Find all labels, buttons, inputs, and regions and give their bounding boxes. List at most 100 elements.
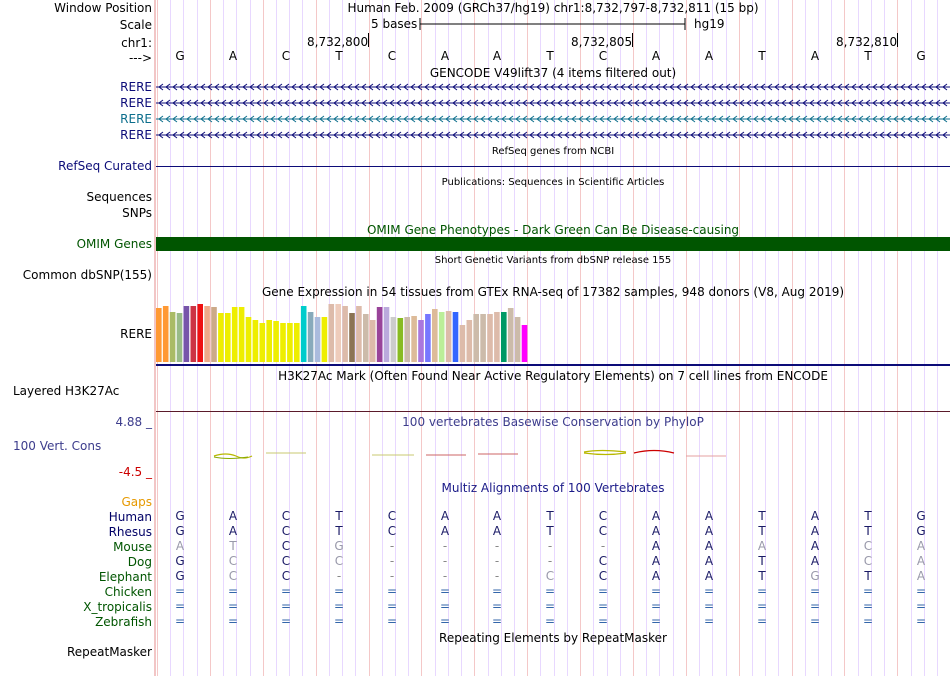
gtex-tissue-bar[interactable] xyxy=(356,306,362,362)
gaps-label[interactable]: Gaps xyxy=(121,495,152,509)
gtex-gene-label[interactable]: RERE xyxy=(120,327,152,341)
gtex-tissue-bar[interactable] xyxy=(494,312,500,362)
gtex-tissue-bar[interactable] xyxy=(238,307,245,362)
gtex-tissue-bar[interactable] xyxy=(273,321,279,362)
gencode-transcript-label[interactable]: RERE xyxy=(120,128,152,142)
omim-gene-block[interactable] xyxy=(156,237,950,251)
gtex-tissue-bar[interactable] xyxy=(287,323,293,362)
gtex-tissue-bar[interactable] xyxy=(183,306,190,362)
sequences-label[interactable]: Sequences xyxy=(86,190,152,204)
species-label[interactable]: Chicken xyxy=(104,585,152,599)
gtex-tissue-bar[interactable] xyxy=(425,314,431,362)
gtex-tissue-bar[interactable] xyxy=(335,304,341,362)
species-label[interactable]: Zebrafish xyxy=(95,615,152,629)
gtex-tissue-bar[interactable] xyxy=(418,320,424,362)
species-label[interactable]: Rhesus xyxy=(108,525,152,539)
gtex-tissue-bar[interactable] xyxy=(156,308,162,362)
gtex-tissue-bar[interactable] xyxy=(404,317,410,362)
gtex-title[interactable]: Gene Expression in 54 tissues from GTEx … xyxy=(261,285,845,299)
gtex-tissue-bar[interactable] xyxy=(280,323,286,362)
gencode-transcript-line[interactable] xyxy=(156,129,950,141)
gtex-tissue-bar[interactable] xyxy=(328,304,335,362)
gtex-tissue-bar[interactable] xyxy=(411,316,417,362)
phylop-wiggle[interactable] xyxy=(156,448,950,462)
window-position-value[interactable]: Human Feb. 2009 (GRCh37/hg19) chr1:8,732… xyxy=(347,1,759,15)
gtex-tissue-bar[interactable] xyxy=(225,313,231,362)
refseq-gene-line[interactable] xyxy=(156,166,950,167)
gtex-tissue-bar[interactable] xyxy=(342,306,348,362)
alignment-base: A xyxy=(651,524,661,538)
gtex-tissue-bar[interactable] xyxy=(487,314,493,362)
gencode-transcript-label[interactable]: RERE xyxy=(120,80,152,94)
gtex-tissue-bar[interactable] xyxy=(466,320,473,362)
gtex-tissue-bar[interactable] xyxy=(521,325,528,362)
gtex-tissue-bar[interactable] xyxy=(314,317,321,362)
gencode-transcript-line[interactable] xyxy=(156,97,950,109)
dbsnp-title[interactable]: Short Genetic Variants from dbSNP releas… xyxy=(434,255,672,266)
gtex-tissue-bar[interactable] xyxy=(507,308,514,362)
gtex-tissue-bar[interactable] xyxy=(321,317,328,362)
gtex-tissue-bar[interactable] xyxy=(197,304,203,362)
refseq-label[interactable]: RefSeq Curated xyxy=(58,159,152,173)
gencode-transcript-label[interactable]: RERE xyxy=(120,96,152,110)
gtex-tissue-bar[interactable] xyxy=(252,320,259,362)
phylop-title[interactable]: 100 vertebrates Basewise Conservation by… xyxy=(402,415,704,429)
gtex-tissue-bar[interactable] xyxy=(363,314,369,362)
multiz-title[interactable]: Multiz Alignments of 100 Vertebrates xyxy=(441,481,665,495)
gtex-tissue-bar[interactable] xyxy=(432,309,438,362)
gtex-tissue-bar[interactable] xyxy=(307,312,314,362)
gtex-tissue-bar[interactable] xyxy=(176,313,183,362)
phylop-label[interactable]: 100 Vert. Cons xyxy=(13,439,102,453)
gtex-tissue-bar[interactable] xyxy=(349,313,355,362)
gtex-tissue-bar[interactable] xyxy=(245,317,252,362)
alignment-base: = xyxy=(333,599,345,613)
h3k27ac-label[interactable]: Layered H3K27Ac xyxy=(13,384,120,398)
h3k27ac-title[interactable]: H3K27Ac Mark (Often Found Near Active Re… xyxy=(278,369,828,383)
gtex-tissue-bar[interactable] xyxy=(204,306,210,362)
label-separator xyxy=(154,0,156,676)
omim-label[interactable]: OMIM Genes xyxy=(76,237,152,251)
gtex-tissue-bar[interactable] xyxy=(501,312,507,362)
gtex-tissue-bar[interactable] xyxy=(376,307,383,362)
species-label[interactable]: X_tropicalis xyxy=(83,600,152,614)
gtex-tissue-bar[interactable] xyxy=(211,307,217,362)
species-label[interactable]: Elephant xyxy=(98,570,152,584)
gtex-tissue-bar[interactable] xyxy=(438,312,445,362)
refseq-title[interactable]: RefSeq genes from NCBI xyxy=(491,146,615,157)
gtex-tissue-bar[interactable] xyxy=(259,323,266,362)
dbsnp-label[interactable]: Common dbSNP(155) xyxy=(22,268,152,282)
publications-title[interactable]: Publications: Sequences in Scientific Ar… xyxy=(441,177,665,188)
gtex-tissue-bar[interactable] xyxy=(300,306,307,362)
gtex-tissue-bar[interactable] xyxy=(459,325,466,362)
gtex-tissue-bar[interactable] xyxy=(190,306,197,362)
gtex-tissue-bar[interactable] xyxy=(231,307,238,362)
gtex-tissue-bar[interactable] xyxy=(397,318,404,362)
species-label[interactable]: Dog xyxy=(127,555,152,569)
gtex-tissue-bar[interactable] xyxy=(473,314,479,362)
species-label[interactable]: Human xyxy=(108,510,152,524)
repeatmasker-label[interactable]: RepeatMasker xyxy=(66,645,152,659)
omim-title[interactable]: OMIM Gene Phenotypes - Dark Green Can Be… xyxy=(366,223,740,237)
snps-label[interactable]: SNPs xyxy=(122,206,152,220)
gtex-tissue-bar[interactable] xyxy=(390,317,397,362)
gtex-tissue-bar[interactable] xyxy=(383,307,390,362)
gtex-tissue-bar[interactable] xyxy=(294,323,300,362)
gencode-transcript-line[interactable] xyxy=(156,81,950,93)
gtex-tissue-bar[interactable] xyxy=(266,320,272,362)
gtex-tissue-bar[interactable] xyxy=(480,314,486,362)
species-label[interactable]: Mouse xyxy=(113,540,152,554)
gtex-tissue-bar[interactable] xyxy=(162,306,169,362)
gencode-transcript-label[interactable]: RERE xyxy=(120,112,152,126)
alignment-base: T xyxy=(864,569,872,583)
alignment-base: = xyxy=(809,584,821,598)
gtex-tissue-bar[interactable] xyxy=(452,312,459,362)
gtex-tissue-bar[interactable] xyxy=(445,311,452,362)
gtex-tissue-bar[interactable] xyxy=(514,317,521,362)
gtex-tissue-bar[interactable] xyxy=(218,313,224,362)
gencode-transcript-line[interactable] xyxy=(156,113,950,125)
gtex-expression-bars[interactable] xyxy=(156,302,536,364)
repeatmasker-title[interactable]: Repeating Elements by RepeatMasker xyxy=(439,631,667,645)
gencode-title[interactable]: GENCODE V49lift37 (4 items filtered out) xyxy=(429,66,677,80)
gtex-tissue-bar[interactable] xyxy=(169,312,176,362)
gtex-tissue-bar[interactable] xyxy=(369,320,376,362)
